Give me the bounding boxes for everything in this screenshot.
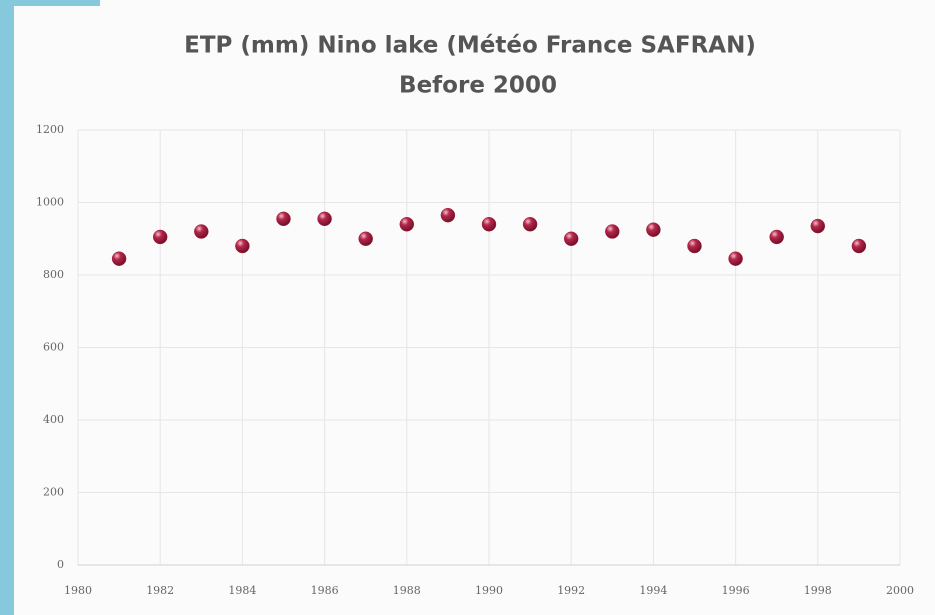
- x-tick-label: 1984: [228, 584, 256, 597]
- point: [851, 238, 867, 254]
- y-tick-label: 600: [43, 341, 64, 354]
- y-tick-label: 1000: [36, 196, 64, 209]
- x-tick-label: 2000: [886, 584, 914, 597]
- point: [646, 222, 661, 237]
- point: [605, 224, 620, 239]
- chart-subtitle: Before 2000: [399, 73, 557, 99]
- point: [399, 217, 415, 232]
- x-tick-label: 1990: [475, 584, 503, 597]
- point: [194, 224, 209, 239]
- x-tick-label: 1996: [722, 584, 750, 597]
- y-tick-label: 800: [43, 268, 64, 281]
- point: [810, 218, 826, 234]
- point: [317, 211, 332, 227]
- point: [563, 231, 579, 246]
- point: [276, 211, 291, 227]
- point: [111, 251, 127, 266]
- y-tick-label: 0: [57, 558, 64, 571]
- chart-title: ETP (mm) Nino lake (Météo France SAFRAN): [184, 33, 756, 59]
- y-tick-label: 200: [43, 486, 64, 499]
- x-tick-label: 1980: [64, 584, 92, 597]
- x-tick-label: 1998: [804, 584, 832, 597]
- point: [358, 231, 373, 246]
- y-tick-label: 1200: [36, 123, 64, 136]
- point: [481, 217, 497, 232]
- point: [152, 229, 168, 245]
- x-tick-label: 1982: [146, 584, 174, 597]
- left-border: [0, 0, 14, 615]
- point: [769, 229, 784, 245]
- y-tick-label: 400: [43, 413, 64, 426]
- point: [522, 217, 538, 232]
- point: [440, 207, 456, 223]
- point: [687, 238, 702, 254]
- point: [728, 251, 743, 266]
- x-tick-label: 1988: [393, 584, 421, 597]
- x-tick-label: 1994: [639, 584, 667, 597]
- x-tick-label: 1986: [311, 584, 339, 597]
- x-tick-label: 1992: [557, 584, 585, 597]
- point: [235, 238, 250, 254]
- top-border: [0, 0, 100, 6]
